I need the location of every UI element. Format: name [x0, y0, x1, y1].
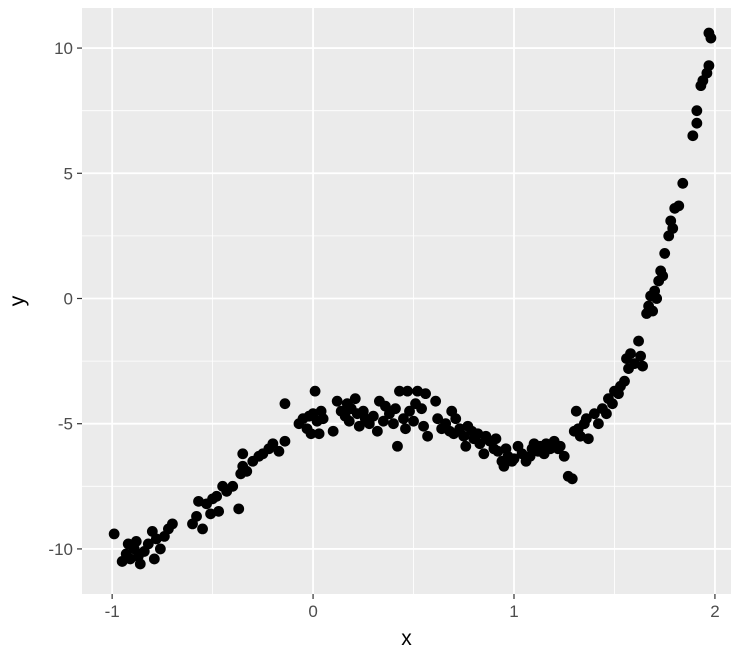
- data-point: [430, 395, 442, 407]
- data-point: [327, 425, 339, 437]
- y-tick-label: 10: [54, 39, 73, 58]
- data-point: [134, 558, 146, 570]
- data-point: [167, 518, 178, 530]
- data-point: [554, 440, 566, 452]
- data-point: [420, 388, 431, 400]
- data-point: [460, 440, 472, 452]
- data-point: [474, 438, 486, 450]
- data-point: [313, 428, 325, 440]
- data-point: [197, 523, 208, 535]
- data-point: [211, 490, 223, 502]
- data-point: [402, 385, 413, 397]
- data-point: [331, 395, 343, 407]
- data-point: [705, 32, 717, 44]
- data-point: [580, 413, 592, 425]
- x-tick-label: 2: [710, 602, 719, 621]
- data-point: [309, 385, 321, 397]
- data-point: [267, 438, 279, 450]
- data-point: [558, 450, 570, 462]
- data-point: [691, 117, 703, 129]
- data-point: [637, 360, 648, 372]
- data-point: [651, 293, 663, 304]
- x-axis-title: x: [401, 627, 412, 650]
- y-axis-title: y: [6, 295, 29, 306]
- data-point: [703, 60, 715, 71]
- data-point: [458, 430, 470, 442]
- data-point: [432, 413, 444, 425]
- data-point: [677, 177, 689, 189]
- minor-gridlines: [82, 8, 731, 594]
- data-point: [305, 428, 317, 440]
- data-point: [279, 435, 291, 447]
- data-point: [279, 398, 291, 410]
- data-point: [317, 413, 329, 425]
- data-point: [273, 445, 285, 457]
- data-point: [213, 505, 225, 517]
- y-axis-ticks: -10 -5 0 5 10: [48, 39, 82, 559]
- data-point: [490, 433, 502, 445]
- x-tick-label: 0: [308, 602, 317, 621]
- data-point: [353, 420, 365, 432]
- x-axis-ticks: -1 0 1 2: [105, 594, 720, 621]
- data-point: [408, 415, 419, 427]
- data-point: [191, 510, 202, 522]
- data-point: [404, 405, 415, 417]
- data-point: [633, 335, 644, 347]
- data-point: [478, 448, 490, 460]
- data-point: [566, 473, 578, 485]
- data-point: [148, 553, 160, 565]
- data-point: [390, 403, 401, 415]
- data-point: [108, 528, 120, 540]
- data-point: [635, 350, 646, 362]
- data-point: [343, 415, 355, 427]
- data-point: [607, 398, 618, 410]
- data-point: [647, 305, 659, 317]
- y-tick-label: -5: [58, 415, 73, 434]
- data-point: [416, 403, 427, 415]
- data-point: [388, 418, 399, 430]
- data-point: [582, 433, 594, 445]
- data-point: [377, 415, 389, 427]
- data-point: [657, 270, 669, 282]
- data-point: [371, 425, 383, 437]
- data-point: [227, 480, 239, 492]
- data-point: [400, 423, 411, 435]
- data-point: [392, 440, 403, 452]
- data-point: [130, 536, 142, 547]
- x-tick-label: 1: [509, 602, 518, 621]
- data-point: [691, 105, 703, 117]
- data-point: [398, 413, 409, 425]
- data-point: [422, 430, 433, 442]
- data-point: [241, 465, 253, 477]
- data-point: [588, 408, 600, 420]
- data-point: [418, 420, 429, 432]
- data-point: [154, 543, 166, 555]
- x-tick-label: -1: [105, 602, 120, 621]
- data-point: [667, 222, 679, 234]
- data-point: [508, 453, 520, 465]
- data-point: [659, 248, 671, 259]
- data-points: [108, 27, 717, 570]
- data-point: [367, 410, 379, 422]
- data-point: [233, 503, 245, 515]
- data-point: [570, 405, 582, 417]
- data-point: [498, 460, 510, 472]
- data-point: [619, 375, 630, 387]
- data-point: [601, 408, 612, 420]
- data-point: [673, 200, 685, 212]
- data-point: [237, 448, 249, 460]
- data-point: [625, 348, 636, 359]
- data-point: [687, 130, 699, 142]
- data-point: [349, 393, 361, 405]
- plot-panel: [82, 8, 731, 594]
- data-point: [450, 413, 462, 425]
- data-point: [142, 538, 154, 550]
- y-tick-label: 5: [64, 164, 73, 183]
- data-point: [394, 385, 405, 397]
- y-tick-label: 0: [64, 289, 73, 308]
- y-tick-label: -10: [48, 540, 73, 559]
- data-point: [592, 418, 604, 430]
